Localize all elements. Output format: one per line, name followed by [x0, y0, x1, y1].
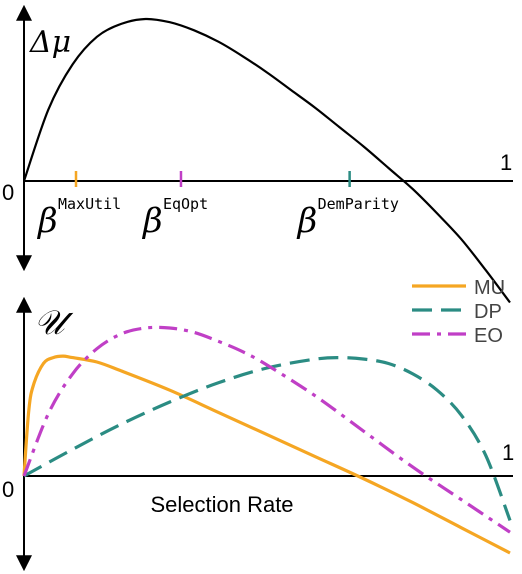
beta-marker-label: β — [36, 201, 58, 241]
top-curve-series-line — [22, 17, 511, 304]
top-ylabel: Δμ — [29, 25, 71, 60]
top-panel: Δμ 0 1 β MaxUtil β EqOpt β DemParity — [2, 4, 513, 304]
legend-label-dp: DP — [474, 301, 502, 323]
series-line-mu — [22, 354, 511, 555]
bottom-ylabel: 𝒰 — [34, 303, 74, 343]
bottom-xmax-label: 1 — [502, 440, 514, 465]
beta-marker-superscript: DemParity — [318, 195, 399, 213]
beta-marker-label: β — [141, 201, 163, 241]
bottom-xlabel: Selection Rate — [150, 492, 293, 517]
beta-marker-superscript: MaxUtil — [58, 195, 121, 213]
bottom-origin-label: 0 — [2, 477, 14, 502]
beta-marker-superscript: EqOpt — [163, 195, 208, 213]
legend-label-eo: EO — [474, 325, 503, 347]
legend-label-mu: MU — [474, 277, 505, 299]
beta-marker-label: β — [296, 201, 318, 241]
top-origin-label: 0 — [2, 180, 14, 205]
top-xmax-label: 1 — [500, 150, 512, 175]
series-line-eo — [22, 325, 511, 534]
series-line-dp — [23, 355, 512, 521]
